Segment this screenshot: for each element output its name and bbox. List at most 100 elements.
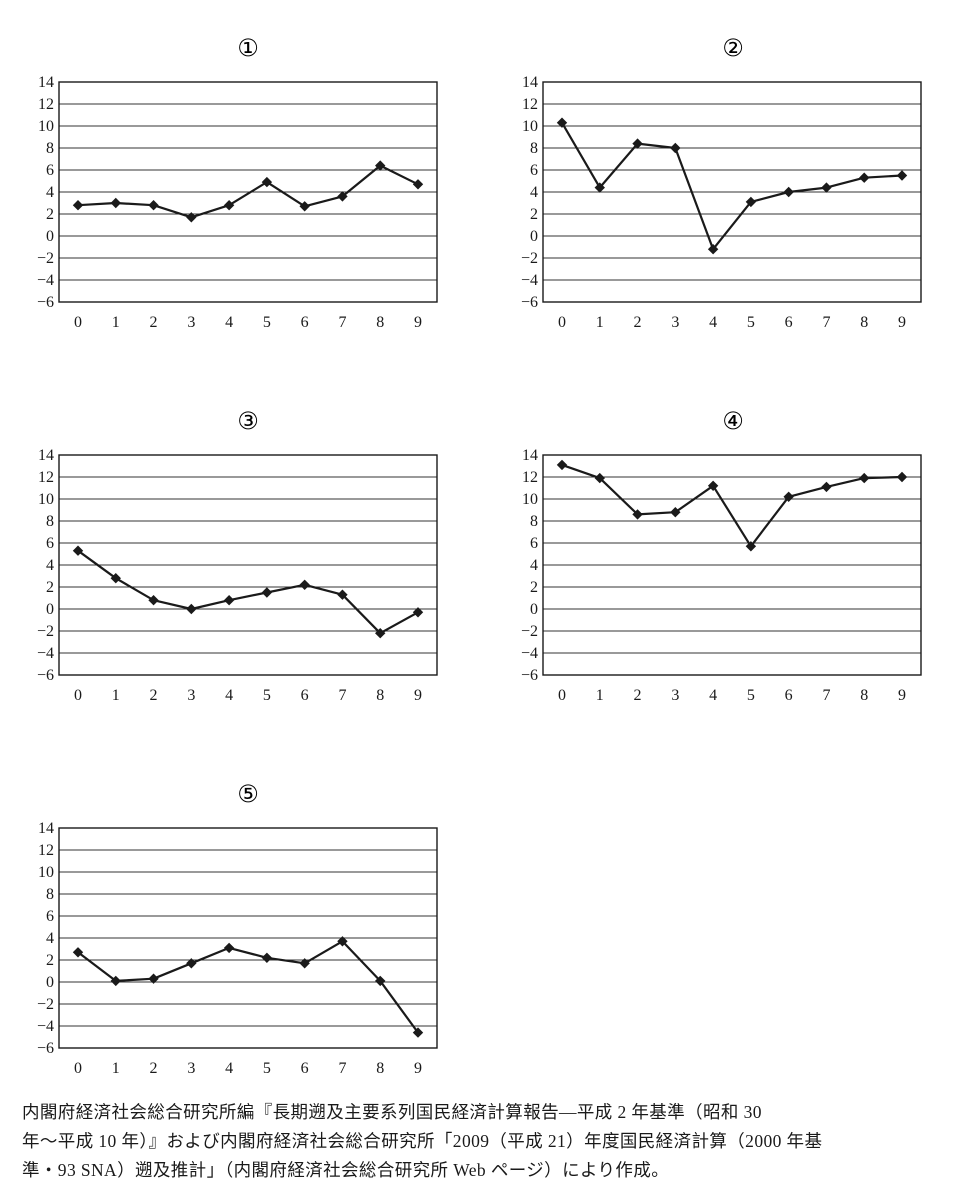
y-tick-label: 6: [530, 162, 538, 179]
x-tick-label: 8: [860, 314, 868, 331]
data-point-marker: [186, 212, 197, 223]
panel-number: ⑤: [237, 780, 259, 808]
y-tick-label: −4: [521, 272, 538, 289]
y-tick-label: 10: [38, 118, 54, 135]
y-tick-label: 0: [46, 228, 54, 245]
x-tick-label: 5: [747, 314, 755, 331]
data-point-marker: [670, 142, 681, 154]
y-tick-label: 2: [530, 206, 538, 223]
y-tick-label: 6: [46, 908, 54, 925]
x-tick-label: 0: [558, 314, 566, 331]
data-point-marker: [72, 947, 84, 958]
y-tick-label: −2: [37, 623, 54, 640]
panel-number: ②: [722, 34, 744, 62]
data-point-marker: [299, 201, 310, 212]
x-tick-label: 3: [187, 687, 195, 704]
x-tick-label: 1: [112, 687, 120, 704]
data-point-marker: [261, 587, 273, 598]
y-tick-label: −4: [521, 645, 538, 662]
y-tick-label: 14: [38, 74, 54, 91]
y-tick-label: 0: [46, 601, 54, 618]
data-point-marker: [594, 472, 605, 484]
x-tick-label: 0: [74, 1060, 82, 1077]
x-tick-label: 1: [112, 1060, 120, 1077]
plot-frame: [542, 454, 922, 676]
data-point-marker: [707, 480, 719, 491]
x-tick-label: 4: [709, 314, 717, 331]
x-tick-label: 4: [225, 687, 233, 704]
data-point-marker: [337, 191, 348, 202]
caption-line-3: 準・93 SNA）遡及推計」（内閣府経済社会総合研究所 Web ページ）により作…: [22, 1160, 670, 1180]
data-point-marker: [375, 160, 386, 171]
x-tick-label: 6: [785, 687, 793, 704]
plot-frame: [58, 81, 438, 303]
x-tick-label: 9: [414, 1060, 422, 1077]
x-tick-label: 9: [898, 687, 906, 704]
y-tick-label: −6: [521, 294, 538, 311]
y-tick-label: 12: [38, 469, 54, 486]
data-point-marker: [632, 138, 643, 149]
data-point-marker: [337, 589, 348, 600]
y-tick-label: 8: [46, 513, 54, 530]
data-point-marker: [148, 973, 159, 984]
y-tick-label: 12: [522, 96, 538, 113]
x-tick-label: 9: [898, 314, 906, 331]
data-point-marker: [148, 200, 159, 211]
x-tick-label: 3: [671, 687, 679, 704]
x-tick-label: 5: [747, 687, 755, 704]
y-tick-label: −4: [37, 645, 54, 662]
x-tick-label: 9: [414, 314, 422, 331]
x-tick-label: 2: [150, 314, 158, 331]
data-point-marker: [896, 471, 908, 483]
data-point-marker: [556, 459, 568, 471]
panel-number: ④: [722, 407, 744, 435]
x-tick-label: 6: [301, 314, 309, 331]
y-tick-label: −4: [37, 272, 54, 289]
x-tick-label: 0: [558, 687, 566, 704]
y-tick-label: 6: [46, 535, 54, 552]
data-point-marker: [745, 541, 757, 552]
caption-line-1: 内閣府経済社会総合研究所編『長期遡及主要系列国民経済計算報告—平成 2 年基準（…: [22, 1102, 762, 1122]
x-tick-label: 0: [74, 314, 82, 331]
y-tick-label: −2: [521, 250, 538, 267]
data-point-marker: [783, 186, 794, 198]
plot-frame: [58, 454, 438, 676]
y-tick-label: 10: [38, 864, 54, 881]
x-tick-label: 4: [225, 1060, 233, 1077]
x-tick-label: 6: [785, 314, 793, 331]
x-tick-label: 2: [634, 314, 642, 331]
y-tick-label: 4: [530, 557, 538, 574]
y-tick-label: 10: [522, 491, 538, 508]
data-point-marker: [412, 179, 424, 190]
y-tick-label: 2: [46, 206, 54, 223]
x-tick-label: 5: [263, 687, 271, 704]
data-point-marker: [859, 472, 870, 484]
data-point-marker: [556, 117, 568, 128]
y-tick-label: 14: [522, 74, 538, 91]
series-line: [561, 463, 903, 548]
x-tick-label: 7: [338, 314, 346, 331]
y-tick-label: 10: [522, 118, 538, 135]
y-tick-label: 0: [46, 974, 54, 991]
data-point-marker: [148, 595, 159, 606]
y-tick-label: −4: [37, 1018, 54, 1035]
x-tick-label: 8: [376, 1060, 384, 1077]
data-point-marker: [375, 628, 386, 639]
caption-line-2: 年～平成 10 年）』および内閣府経済社会総合研究所「2009（平成 21）年度…: [22, 1131, 823, 1151]
x-tick-label: 3: [187, 1060, 195, 1077]
data-point-marker: [783, 491, 794, 502]
y-tick-label: 12: [38, 96, 54, 113]
x-tick-label: 7: [822, 314, 830, 331]
y-tick-label: 4: [46, 930, 54, 947]
y-tick-label: 4: [46, 557, 54, 574]
x-tick-label: 6: [301, 687, 309, 704]
x-tick-label: 2: [150, 687, 158, 704]
data-point-marker: [337, 936, 348, 947]
x-tick-label: 1: [596, 687, 604, 704]
data-point-marker: [72, 200, 84, 211]
y-tick-label: 4: [530, 184, 538, 201]
